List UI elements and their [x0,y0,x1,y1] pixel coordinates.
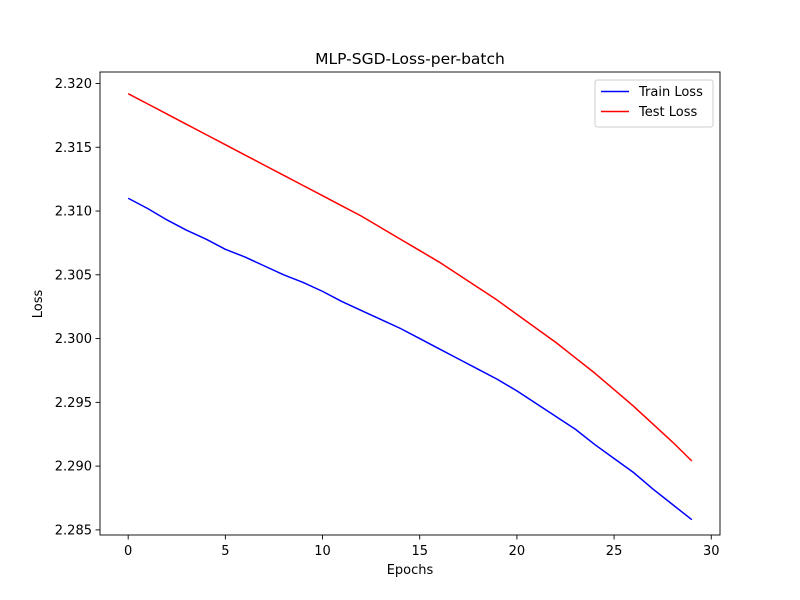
x-tick-label: 0 [124,544,132,559]
y-tick-label: 2.305 [55,268,92,283]
chart-title: MLP-SGD-Loss-per-batch [315,50,505,68]
y-axis-label: Loss [31,290,46,319]
x-tick-label: 15 [411,544,428,559]
plot-area: 0 5 10 15 20 25 30 2.285 2.290 2.295 2.300 2.305 2.3… [55,71,721,559]
plot-frame [99,71,721,536]
y-tick-label: 2.320 [55,77,92,92]
legend-label-test-loss: Test Loss [638,105,697,120]
x-tick-label: 25 [606,544,623,559]
y-tick-label: 2.310 [55,205,92,220]
x-axis-label: Epochs [387,563,434,578]
y-tick-label: 2.290 [55,460,92,475]
series-line-test-loss [127,93,693,462]
y-tick-label: 2.285 [55,523,92,538]
x-tick-label: 20 [509,544,526,559]
x-tick-label: 10 [314,544,331,559]
y-tick-label: 2.300 [55,332,92,347]
legend: Train Loss Test Loss [594,79,714,128]
x-tick-label: 30 [703,544,720,559]
y-tick-label: 2.315 [55,141,92,156]
y-tick-label: 2.295 [55,396,92,411]
legend-label-train-loss: Train Loss [638,85,703,100]
series-line-train-loss [127,197,693,521]
x-tick-label: 5 [221,544,229,559]
